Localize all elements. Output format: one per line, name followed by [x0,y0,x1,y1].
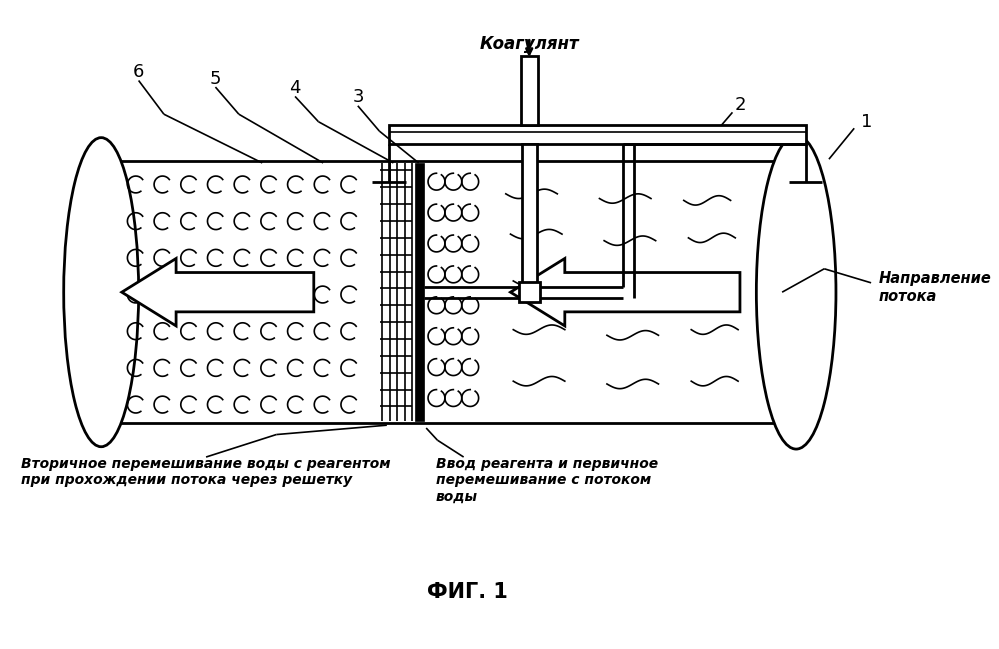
Bar [389,125,805,144]
Text: Коагулянт: Коагулянт [480,35,579,53]
Text: 4: 4 [290,79,301,97]
Text: Вторичное перемешивание воды с реагентом
при прохождении потока через решетку: Вторичное перемешивание воды с реагентом… [21,457,391,487]
Ellipse shape [64,138,139,447]
Ellipse shape [756,135,836,449]
Text: ФИГ. 1: ФИГ. 1 [427,582,507,602]
Text: Ввод реагента и первичное
перемешивание с потоком
воды: Ввод реагента и первичное перемешивание … [436,457,657,504]
FancyArrow shape [122,258,314,326]
Text: 2: 2 [734,96,745,114]
Bar [415,163,425,421]
Text: 5: 5 [210,69,221,88]
Text: 3: 3 [353,88,365,106]
Text: 1: 1 [861,113,872,130]
Text: 6: 6 [133,63,144,81]
Bar [521,144,536,283]
Bar [518,282,539,302]
FancyArrow shape [510,258,740,326]
Bar [520,56,537,125]
Bar [113,161,791,423]
Text: Направление
потока: Направление потока [878,271,991,304]
